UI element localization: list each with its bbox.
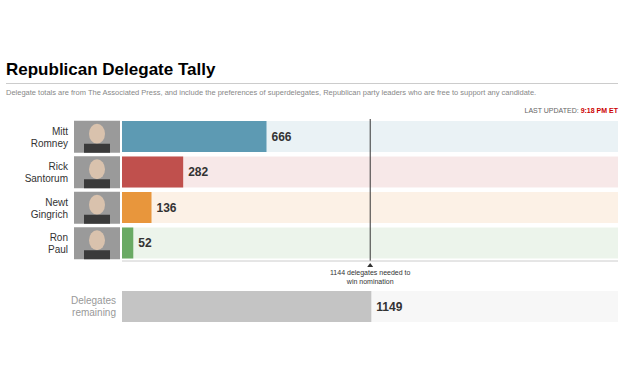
svg-text:1149: 1149 (376, 300, 402, 314)
svg-text:Delegatesremaining: Delegatesremaining (71, 295, 116, 318)
svg-text:282: 282 (188, 165, 208, 179)
svg-text:RonPaul: RonPaul (48, 232, 68, 255)
html-text:LAST UPDATED: 9:18 PM ET: LAST UPDATED: 9:18 PM ET (524, 107, 618, 114)
svg-text:136: 136 (157, 201, 177, 215)
svg-text:win nomination: win nomination (346, 278, 394, 285)
html-text:Delegate totals are from The A: Delegate totals are from The Associated … (6, 88, 537, 97)
svg-text:NewtGingrich: NewtGingrich (31, 197, 68, 220)
svg-text:MittRomney: MittRomney (31, 126, 68, 149)
svg-text:666: 666 (272, 130, 292, 144)
svg-text:52: 52 (138, 236, 152, 250)
svg-text:RickSantorum: RickSantorum (25, 161, 69, 184)
svg-text:1144 delegates needed to: 1144 delegates needed to (330, 269, 411, 277)
html-text:Republican Delegate Tally: Republican Delegate Tally (6, 60, 216, 79)
